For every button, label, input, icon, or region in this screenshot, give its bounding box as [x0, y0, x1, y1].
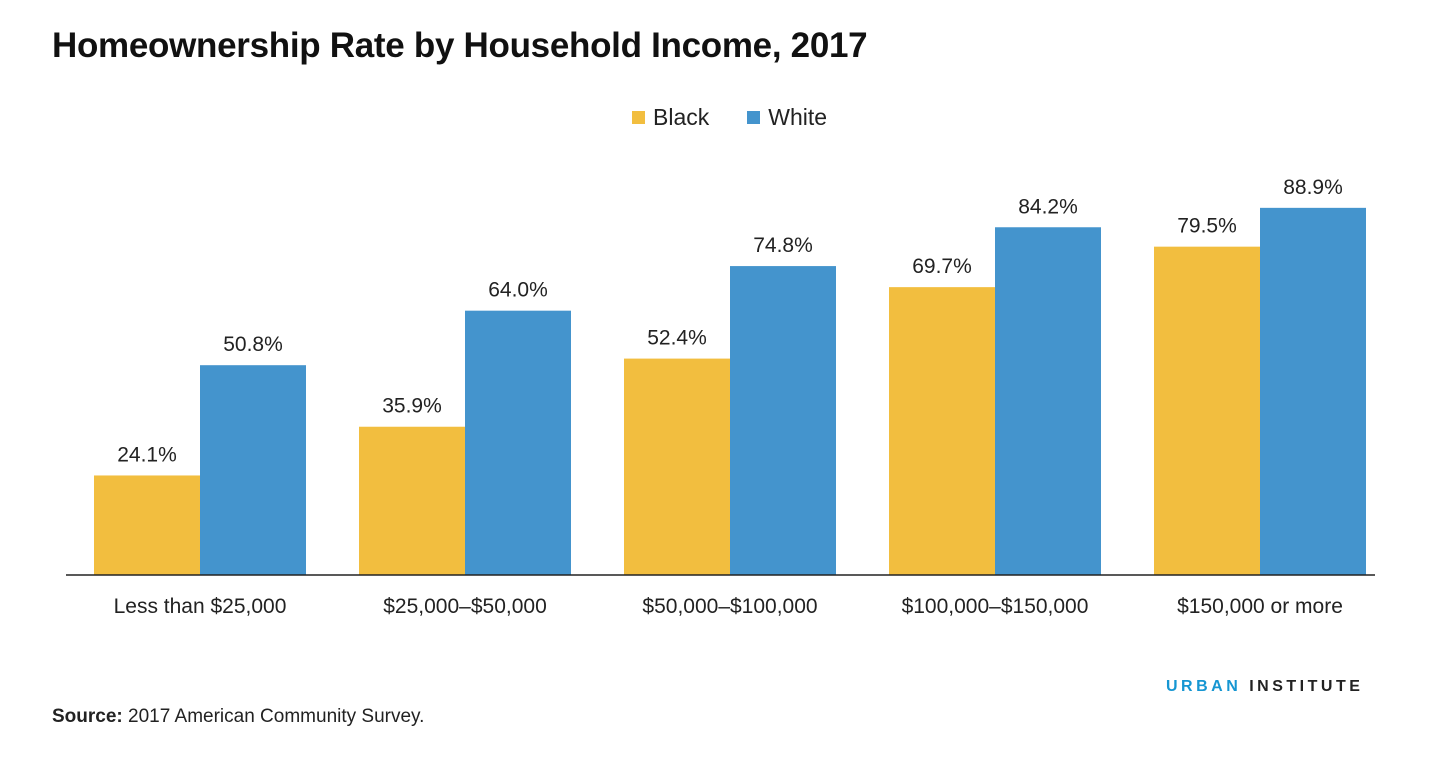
data-label-black-2: 52.4%: [647, 327, 707, 350]
legend-label-white: White: [768, 104, 828, 130]
logo-part-urban: URBAN: [1166, 678, 1242, 695]
data-label-black-0: 24.1%: [117, 443, 177, 466]
source-text: 2017 American Community Survey.: [128, 706, 425, 727]
legend-swatch-black: [632, 111, 645, 124]
legend-item-black: Black: [632, 104, 709, 131]
x-tick-label-2: $50,000–$100,000: [642, 595, 817, 618]
data-label-black-1: 35.9%: [382, 395, 442, 418]
bar-black-2: [624, 358, 730, 575]
source-label: Source:: [52, 706, 123, 727]
logo-part-institute: INSTITUTE: [1249, 678, 1364, 695]
data-label-white-2: 74.8%: [753, 234, 813, 257]
bar-white-0: [200, 365, 306, 575]
legend-swatch-white: [747, 111, 761, 124]
x-tick-label-4: $150,000 or more: [1177, 595, 1343, 618]
x-tick-label-1: $25,000–$50,000: [383, 595, 547, 618]
source-note: Source: 2017 American Community Survey.: [52, 706, 424, 728]
data-label-black-4: 79.5%: [1177, 215, 1237, 238]
bar-black-3: [889, 287, 995, 575]
bar-black-4: [1154, 246, 1260, 576]
data-label-white-1: 64.0%: [488, 279, 548, 302]
legend: Black White: [632, 104, 827, 131]
bar-white-4: [1260, 207, 1366, 575]
urban-institute-logo: URBAN INSTITUTE: [1166, 678, 1363, 696]
chart-title: Homeownership Rate by Household Income, …: [52, 26, 868, 65]
data-label-white-0: 50.8%: [223, 333, 283, 356]
bar-white-3: [995, 227, 1101, 575]
x-tick-label-3: $100,000–$150,000: [902, 595, 1089, 618]
bar-black-0: [94, 475, 200, 575]
bar-black-1: [359, 426, 465, 575]
data-label-white-3: 84.2%: [1018, 195, 1078, 218]
legend-label-black: Black: [653, 104, 710, 130]
x-tick-label-0: Less than $25,000: [114, 595, 287, 618]
data-label-black-3: 69.7%: [912, 255, 972, 278]
bar-white-1: [465, 310, 571, 575]
data-label-white-4: 88.9%: [1283, 176, 1343, 199]
legend-item-white: White: [747, 104, 827, 131]
bar-white-2: [730, 266, 836, 575]
